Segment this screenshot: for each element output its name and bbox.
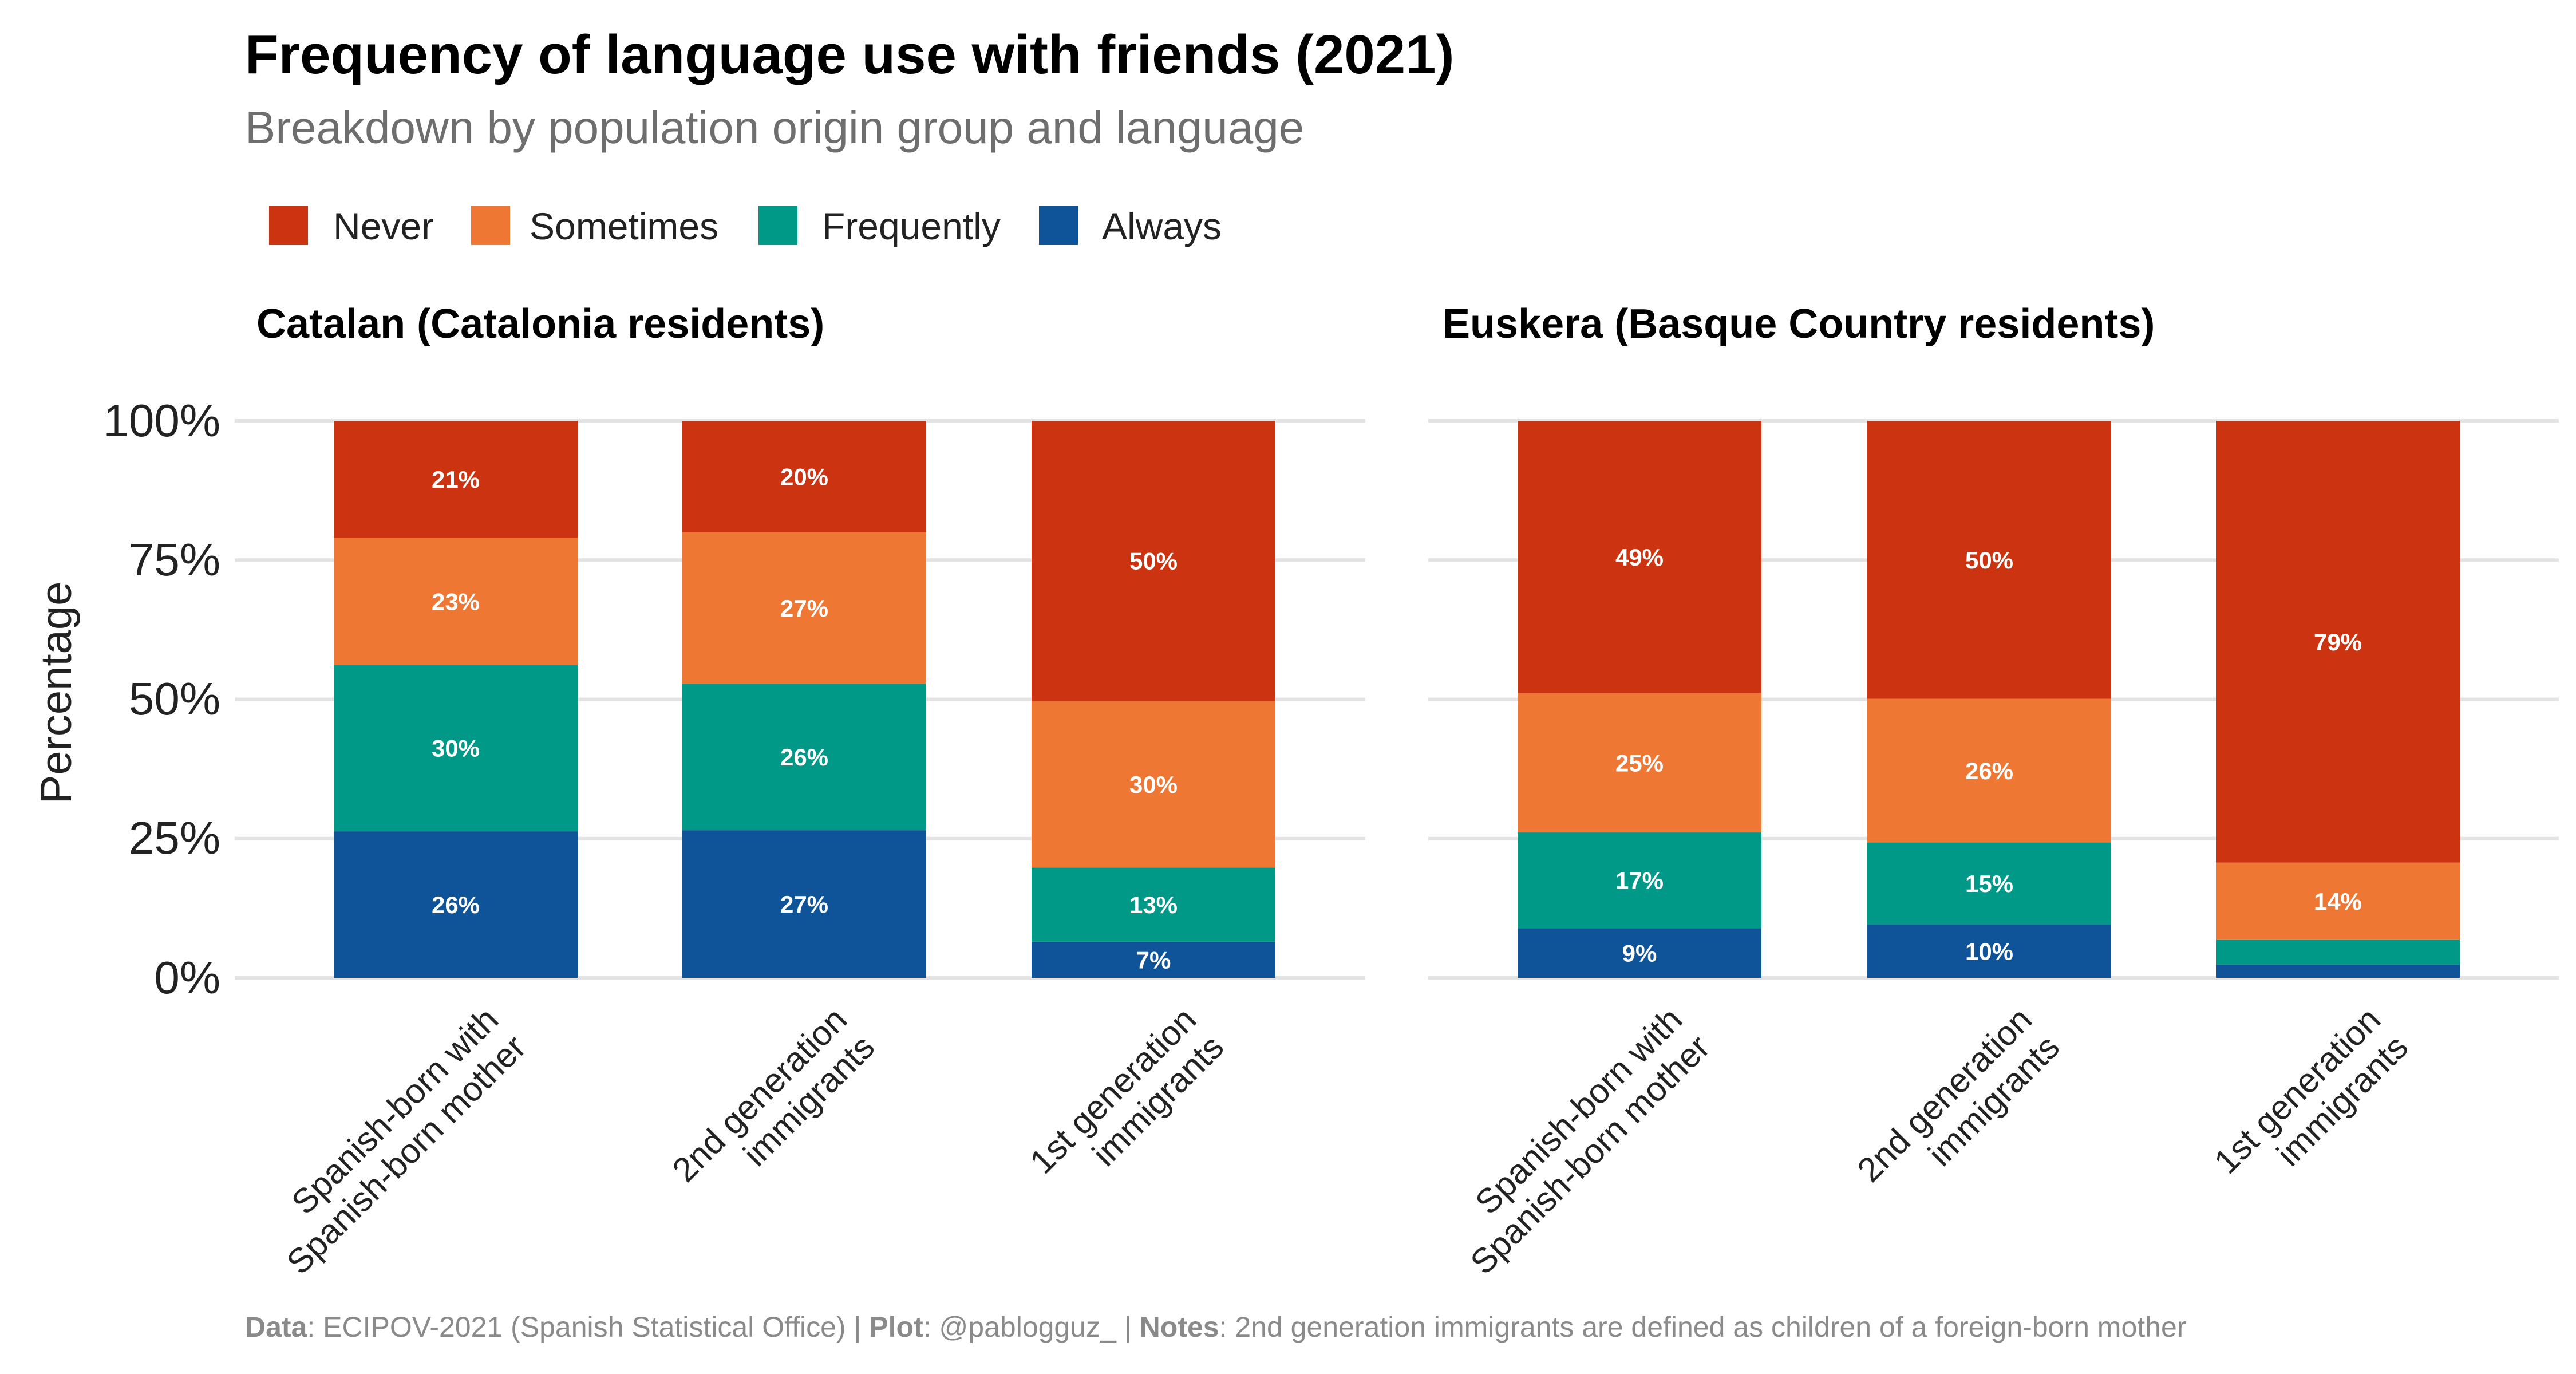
bar-frequently <box>334 665 578 832</box>
y-tick-label: 100% <box>103 395 220 446</box>
bar-label: 21% <box>432 466 480 493</box>
bar-sometimes <box>1032 701 1275 868</box>
gridlines <box>235 419 2559 980</box>
facet-title-euskera: Euskera (Basque Country residents) <box>1443 301 2155 347</box>
y-tick-label: 0% <box>154 952 220 1003</box>
bar-always <box>334 831 578 978</box>
bar-label: 26% <box>780 744 828 771</box>
x-tick-label: Spanish-born withSpanish-born mother <box>252 1000 534 1282</box>
chart-title: Frequency of language use with friends (… <box>245 24 1454 85</box>
legend-label-sometimes: Sometimes <box>530 205 718 247</box>
bar-sometimes <box>2216 862 2460 940</box>
legend-label-always: Always <box>1102 205 1222 247</box>
bar-label: 25% <box>1615 749 1664 776</box>
bar-label: 17% <box>1615 867 1664 894</box>
y-tick-labels: 100% 75% 50% 25% 0% <box>103 395 220 1003</box>
bar-label: 9% <box>1622 940 1657 967</box>
caption-notes-label: Notes <box>1140 1311 1219 1343</box>
bar-label: 20% <box>780 463 828 490</box>
bar-never <box>1867 421 2111 699</box>
bar-label: 30% <box>432 735 480 762</box>
bar-labels: 26% 30% 23% 21% 27% 26% 27% 20% 7% 13% 30% 50% 9% 17%… <box>432 463 2362 973</box>
legend: Never Sometimes Frequently Always <box>269 205 1222 247</box>
bar-label: 10% <box>1965 938 2013 965</box>
caption: Data: ECIPOV-2021 (Spanish Statistical O… <box>245 1311 2186 1343</box>
legend-swatch-sometimes <box>471 206 510 245</box>
y-tick-label: 75% <box>129 534 220 585</box>
bar-label: 27% <box>780 891 828 918</box>
bar-always <box>1518 928 1761 978</box>
y-axis-label: Percentage <box>32 582 81 804</box>
legend-swatch-frequently <box>758 206 797 245</box>
bar-frequently <box>1518 832 1761 929</box>
caption-plot-label: Plot <box>869 1311 923 1343</box>
x-tick-label: 2nd generationimmigrants <box>665 1000 882 1217</box>
legend-swatch-always <box>1039 206 1078 245</box>
bar-label: 26% <box>432 891 480 918</box>
x-tick-label: 1st generationimmigrants <box>2207 1000 2415 1209</box>
bar-frequently <box>1032 867 1275 942</box>
bar-never <box>682 421 926 532</box>
bar-always <box>682 830 926 978</box>
bars <box>334 421 2460 978</box>
bar-label: 23% <box>432 588 480 615</box>
bar-sometimes <box>334 538 578 665</box>
bar-label: 79% <box>2314 629 2362 656</box>
y-tick-label: 50% <box>129 673 220 724</box>
bar-frequently <box>682 684 926 831</box>
bar-sometimes <box>1867 698 2111 843</box>
caption-plot-text: : @pablogguz_ | <box>923 1311 1140 1343</box>
bar-label: 27% <box>780 595 828 622</box>
bar-never <box>334 421 578 538</box>
chart-subtitle: Breakdown by population origin group and… <box>245 102 1304 153</box>
bar-label: 50% <box>1129 548 1178 575</box>
y-tick-label: 25% <box>129 812 220 863</box>
bar-sometimes <box>1518 693 1761 833</box>
legend-label-frequently: Frequently <box>822 205 1001 247</box>
legend-label-never: Never <box>333 205 434 247</box>
bar-label: 7% <box>1136 946 1171 973</box>
caption-notes-text: : 2nd generation immigrants are defined … <box>1219 1311 2187 1343</box>
bar-frequently <box>2216 939 2460 965</box>
x-tick-label: 2nd generationimmigrants <box>1850 1000 2067 1217</box>
bar-never <box>1518 421 1761 693</box>
bar-label: 13% <box>1129 891 1178 918</box>
bar-never <box>2216 421 2460 863</box>
legend-swatch-never <box>269 206 308 245</box>
x-tick-label: 1st generationimmigrants <box>1022 1000 1231 1209</box>
facet-title-catalan: Catalan (Catalonia residents) <box>256 301 824 347</box>
bar-label: 50% <box>1965 547 2013 574</box>
bar-sometimes <box>682 532 926 684</box>
bar-always <box>1867 924 2111 978</box>
bar-always <box>1032 941 1275 978</box>
x-tick-labels: Spanish-born withSpanish-born mother 2nd … <box>252 1000 2416 1282</box>
bar-label: 26% <box>1965 757 2013 784</box>
bar-label: 15% <box>1965 870 2013 897</box>
caption-data-text: : ECIPOV-2021 (Spanish Statistical Offic… <box>307 1311 869 1343</box>
caption-data-label: Data <box>245 1311 308 1343</box>
bar-label: 14% <box>2314 888 2362 915</box>
bar-label: 30% <box>1129 771 1178 798</box>
bar-always <box>2216 964 2460 978</box>
x-tick-label: Spanish-born withSpanish-born mother <box>1436 1000 1717 1282</box>
bar-frequently <box>1867 842 2111 925</box>
bar-label: 49% <box>1615 544 1664 571</box>
bar-never <box>1032 421 1275 701</box>
